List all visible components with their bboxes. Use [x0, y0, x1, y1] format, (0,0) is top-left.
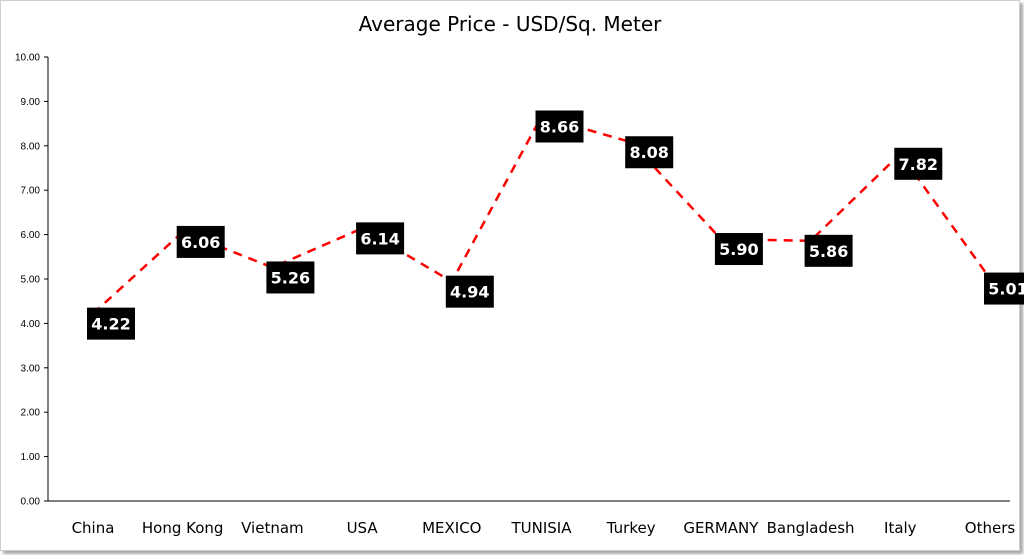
- data-label-box: [535, 110, 584, 143]
- x-tick-label: Italy: [884, 519, 917, 537]
- x-tick-label: USA: [347, 519, 379, 537]
- chart-title: Average Price - USD/Sq. Meter: [359, 12, 662, 36]
- x-tick-label: Bangladesh: [767, 519, 855, 537]
- y-axis-ticks: 0.00 1.00 2.00 3.00 4.00 5.00 6.00 7.00 8.00 9.00…: [15, 53, 48, 508]
- y-tick-label: 0.00: [21, 497, 41, 508]
- x-axis-ticks: China Hong Kong Vietnam USA MEXICO TUNISIA Tur…: [72, 519, 1016, 537]
- y-tick-label: 5.00: [21, 275, 41, 286]
- data-label: 5.26: [266, 261, 315, 294]
- y-tick-label: 9.00: [21, 97, 41, 108]
- data-label-text: 5.86: [809, 242, 848, 261]
- y-tick-label: 4.00: [21, 319, 41, 330]
- x-tick-label: TUNISIA: [511, 519, 573, 537]
- data-label-box: [984, 272, 1024, 305]
- y-tick-label: 8.00: [21, 141, 41, 152]
- data-label: 8.08: [625, 136, 674, 169]
- data-labels: 4.22 6.06 5.26 6.14 4.94 8.66 8.08 5.90 5.86 7.82…: [87, 110, 1024, 340]
- data-label-box: [445, 275, 494, 308]
- x-tick-label: GERMANY: [683, 519, 759, 537]
- data-label-text: 5.90: [719, 240, 758, 259]
- data-label-text: 8.66: [540, 117, 579, 136]
- data-label-text: 5.26: [271, 268, 310, 287]
- data-label-box: [714, 233, 763, 266]
- x-tick-label: Hong Kong: [142, 519, 224, 537]
- data-label-text: 6.06: [181, 233, 220, 252]
- data-label: 6.14: [356, 222, 405, 255]
- data-label-text: 4.22: [91, 315, 130, 334]
- data-label-text: 8.08: [629, 143, 668, 162]
- data-label: 4.94: [445, 275, 494, 308]
- y-tick-label: 1.00: [21, 452, 41, 463]
- data-label-text: 5.01: [988, 280, 1024, 299]
- data-label-box: [176, 225, 225, 258]
- data-label-box: [894, 147, 943, 180]
- data-label: 4.22: [87, 307, 135, 340]
- x-tick-label: China: [72, 519, 115, 537]
- x-tick-label: MEXICO: [422, 519, 481, 537]
- data-label-text: 6.14: [360, 229, 399, 248]
- y-tick-label: 3.00: [21, 363, 41, 374]
- data-label-box: [356, 222, 405, 255]
- data-label: 7.82: [894, 147, 943, 180]
- data-label: 6.06: [176, 225, 225, 258]
- data-label: 5.86: [804, 234, 853, 267]
- data-label-box: [804, 234, 853, 267]
- y-tick-label: 10.00: [15, 53, 40, 64]
- data-label-text: 4.94: [450, 283, 489, 302]
- y-tick-label: 7.00: [21, 186, 41, 197]
- data-label: 8.66: [535, 110, 584, 143]
- x-tick-label: Others: [965, 519, 1016, 537]
- x-tick-label: Turkey: [606, 519, 656, 537]
- series-line: [92, 115, 992, 315]
- data-label-box: [266, 261, 315, 294]
- data-label: 5.01: [984, 272, 1024, 305]
- data-label-text: 7.82: [899, 155, 938, 174]
- x-tick-label: Vietnam: [241, 519, 304, 537]
- data-label-box: [87, 307, 135, 340]
- data-label: 5.90: [714, 233, 763, 266]
- y-tick-label: 2.00: [21, 408, 41, 419]
- y-tick-label: 6.00: [21, 230, 41, 241]
- data-label-box: [625, 136, 674, 169]
